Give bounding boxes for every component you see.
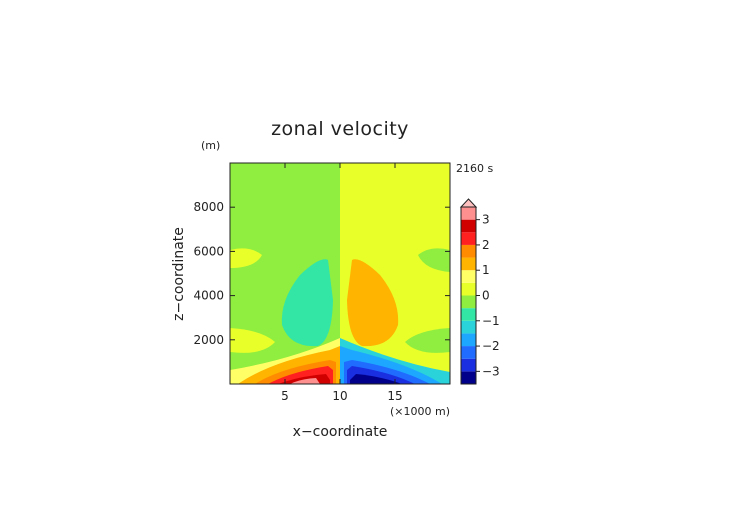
x-tick-label: 10 — [332, 389, 347, 403]
time-label: 2160 s — [456, 162, 493, 175]
y-axis: 2000 4000 6000 8000 — [193, 200, 450, 347]
colorbar-segment — [461, 270, 476, 283]
region-right-edge-lobe-lower — [405, 328, 450, 353]
x-axis-label: x−coordinate — [293, 424, 388, 440]
colorbar-tick-label: −2 — [482, 339, 500, 353]
colorbar-segment — [461, 320, 476, 334]
y-tick-label: 6000 — [193, 244, 224, 258]
colorbar-tick-label: 1 — [482, 263, 490, 277]
x-axis: 5 10 15 — [281, 163, 403, 403]
plot-area — [229, 162, 451, 385]
colorbar-tick-label: −1 — [482, 314, 500, 328]
contour-fill — [230, 163, 450, 384]
colorbar-segment — [461, 232, 476, 245]
region-left-surface-band-6 — [290, 378, 320, 384]
region-right-edge-lobe-upper — [418, 248, 450, 272]
colorbar: 3 2 1 0 −1 −2 −3 — [459, 198, 500, 385]
colorbar-tick-label: −3 — [482, 364, 500, 378]
y-unit-label: (m) — [201, 139, 220, 152]
y-tick-label: 8000 — [193, 200, 224, 214]
region-left-edge-lobe-upper — [230, 248, 262, 268]
colorbar-segment — [461, 282, 476, 296]
x-tick-label: 15 — [387, 389, 402, 403]
colorbar-segment — [461, 371, 476, 384]
region-left-edge-lobe-lower — [230, 328, 275, 353]
colorbar-extend-arrow — [459, 198, 478, 208]
y-tick-label: 2000 — [193, 333, 224, 347]
region-right-mid-lobe — [347, 259, 399, 347]
colorbar-segment — [461, 207, 476, 220]
x-unit-label: (×1000 m) — [390, 405, 450, 418]
x-tick-label: 5 — [281, 389, 289, 403]
colorbar-tick-label: 2 — [482, 238, 490, 252]
colorbar-segment — [461, 346, 476, 359]
colorbar-tick-label: 3 — [482, 213, 490, 227]
colorbar-segment — [461, 244, 476, 258]
colorbar-segment — [461, 333, 476, 347]
colorbar-segment — [461, 358, 476, 372]
colorbar-segment — [461, 295, 476, 309]
region-left-mid-lobe — [281, 259, 333, 347]
y-axis-label: z−coordinate — [171, 227, 187, 321]
colorbar-tick-label: 0 — [482, 289, 490, 303]
colorbar-segment — [461, 219, 476, 233]
colorbar-segment — [461, 257, 476, 271]
chart-title: zonal velocity — [271, 118, 409, 140]
region-right-surface-band-5 — [350, 374, 402, 384]
colorbar-segment — [461, 308, 476, 321]
y-tick-label: 4000 — [193, 289, 224, 303]
